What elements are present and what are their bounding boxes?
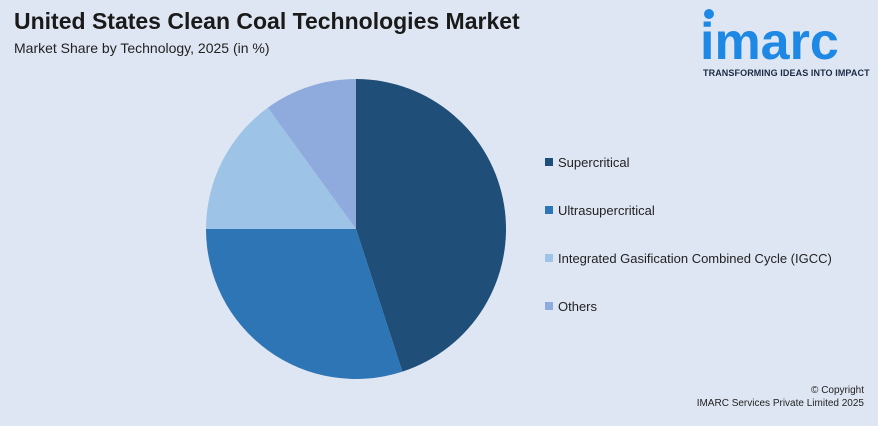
legend-item-igcc: Integrated Gasification Combined Cycle (… [545, 246, 832, 270]
copyright-notice: © Copyright IMARC Services Private Limit… [697, 384, 864, 410]
legend-label: Ultrasupercritical [558, 202, 655, 218]
pie-slice-igcc [206, 107, 356, 229]
copyright-line-1: © Copyright [811, 385, 864, 396]
legend-item-supercritical: Supercritical [545, 150, 832, 174]
legend-swatch [545, 302, 553, 310]
chart-legend: Supercritical Ultrasupercritical Integra… [545, 150, 832, 342]
pie-slice-ultrasupercritical [206, 229, 403, 380]
legend-label: Integrated Gasification Combined Cycle (… [558, 250, 832, 266]
legend-swatch [545, 158, 553, 166]
chart-subtitle: Market Share by Technology, 2025 (in %) [14, 40, 270, 56]
legend-item-others: Others [545, 294, 832, 318]
legend-swatch [545, 254, 553, 262]
pie-slice-supercritical [356, 78, 507, 372]
logo-tagline: TRANSFORMING IDEAS INTO IMPACT [703, 68, 870, 78]
legend-label: Supercritical [558, 154, 630, 170]
legend-swatch [545, 206, 553, 214]
pie-slice-others [267, 79, 356, 229]
legend-item-ultrasupercritical: Ultrasupercritical [545, 198, 832, 222]
imarc-logo: imarc TRANSFORMING IDEAS INTO IMPACT [700, 6, 870, 86]
legend-label: Others [558, 298, 598, 314]
copyright-line-2: IMARC Services Private Limited 2025 [696, 398, 864, 409]
chart-title: United States Clean Coal Technologies Ma… [14, 8, 520, 34]
logo-dot-icon [704, 9, 714, 19]
logo-wordmark: imarc [700, 13, 839, 71]
